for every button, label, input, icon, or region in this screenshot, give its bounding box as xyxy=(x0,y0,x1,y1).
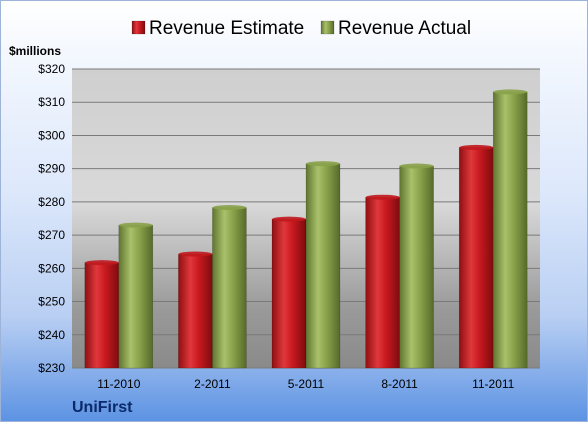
y-tick-label: $260 xyxy=(38,261,65,275)
bar-cap xyxy=(493,89,528,95)
y-tick-label: $310 xyxy=(38,95,65,109)
y-tick-label: $280 xyxy=(38,195,65,209)
bar-estimate-11-2011 xyxy=(458,147,494,369)
bar-estimate-11-2010 xyxy=(84,262,120,369)
y-tick-label: $230 xyxy=(38,361,65,375)
x-axis-ticks: 11-2010 2-2011 5-2011 8-2011 11-2011 xyxy=(97,377,514,391)
x-tick-label: 8-2011 xyxy=(381,377,418,391)
y-axis-unit-label: $millions xyxy=(9,44,61,58)
legend: Revenue Estimate Revenue Actual xyxy=(131,18,471,39)
bar-actual-8-2011 xyxy=(399,165,434,369)
x-tick-label: 11-2010 xyxy=(97,377,140,391)
bars xyxy=(84,89,528,369)
bar-actual-2-2011 xyxy=(212,207,247,369)
bar-cap xyxy=(118,222,153,228)
x-tick-label: 2-2011 xyxy=(194,377,231,391)
legend-label-actual: Revenue Actual xyxy=(338,18,471,39)
bar-cap xyxy=(84,260,119,266)
bar-cap xyxy=(178,251,213,257)
bar-cap xyxy=(459,144,494,150)
bar-cap xyxy=(365,194,400,200)
bar-cap xyxy=(212,205,247,211)
y-tick-label: $300 xyxy=(38,128,65,142)
legend-swatch-actual xyxy=(320,20,335,35)
bar-actual-11-2011 xyxy=(492,91,528,369)
bar-estimate-8-2011 xyxy=(365,196,400,369)
bar-cap xyxy=(306,161,340,167)
company-name: UniFirst xyxy=(72,399,133,416)
bar-cap xyxy=(399,163,434,169)
y-tick-label: $290 xyxy=(38,162,65,176)
x-tick-label: 5-2011 xyxy=(288,377,325,391)
y-tick-label: $240 xyxy=(38,328,65,342)
y-tick-label: $270 xyxy=(38,228,65,242)
bar-actual-11-2010 xyxy=(118,224,154,369)
y-tick-label: $250 xyxy=(38,295,65,309)
bar-estimate-5-2011 xyxy=(271,218,307,369)
y-axis-ticks: $230 $240 $250 $260 $270 $280 $290 $300 $310 $320 xyxy=(38,62,65,375)
legend-swatch-estimate xyxy=(131,20,146,35)
x-tick-label: 11-2011 xyxy=(472,377,515,391)
bar-estimate-2-2011 xyxy=(178,253,213,369)
bar-cap xyxy=(272,216,306,222)
bar-actual-5-2011 xyxy=(305,163,341,369)
y-tick-label: $320 xyxy=(38,62,65,76)
legend-label-estimate: Revenue Estimate xyxy=(149,18,304,39)
